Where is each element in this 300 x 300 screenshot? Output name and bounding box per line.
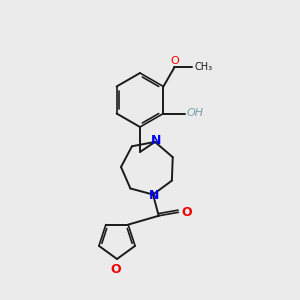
Text: N: N: [151, 134, 161, 147]
Text: O: O: [111, 263, 121, 276]
Text: N: N: [149, 189, 159, 202]
Text: OH: OH: [186, 109, 203, 118]
Text: O: O: [182, 206, 192, 219]
Text: O: O: [170, 56, 179, 66]
Text: CH₃: CH₃: [194, 62, 212, 72]
